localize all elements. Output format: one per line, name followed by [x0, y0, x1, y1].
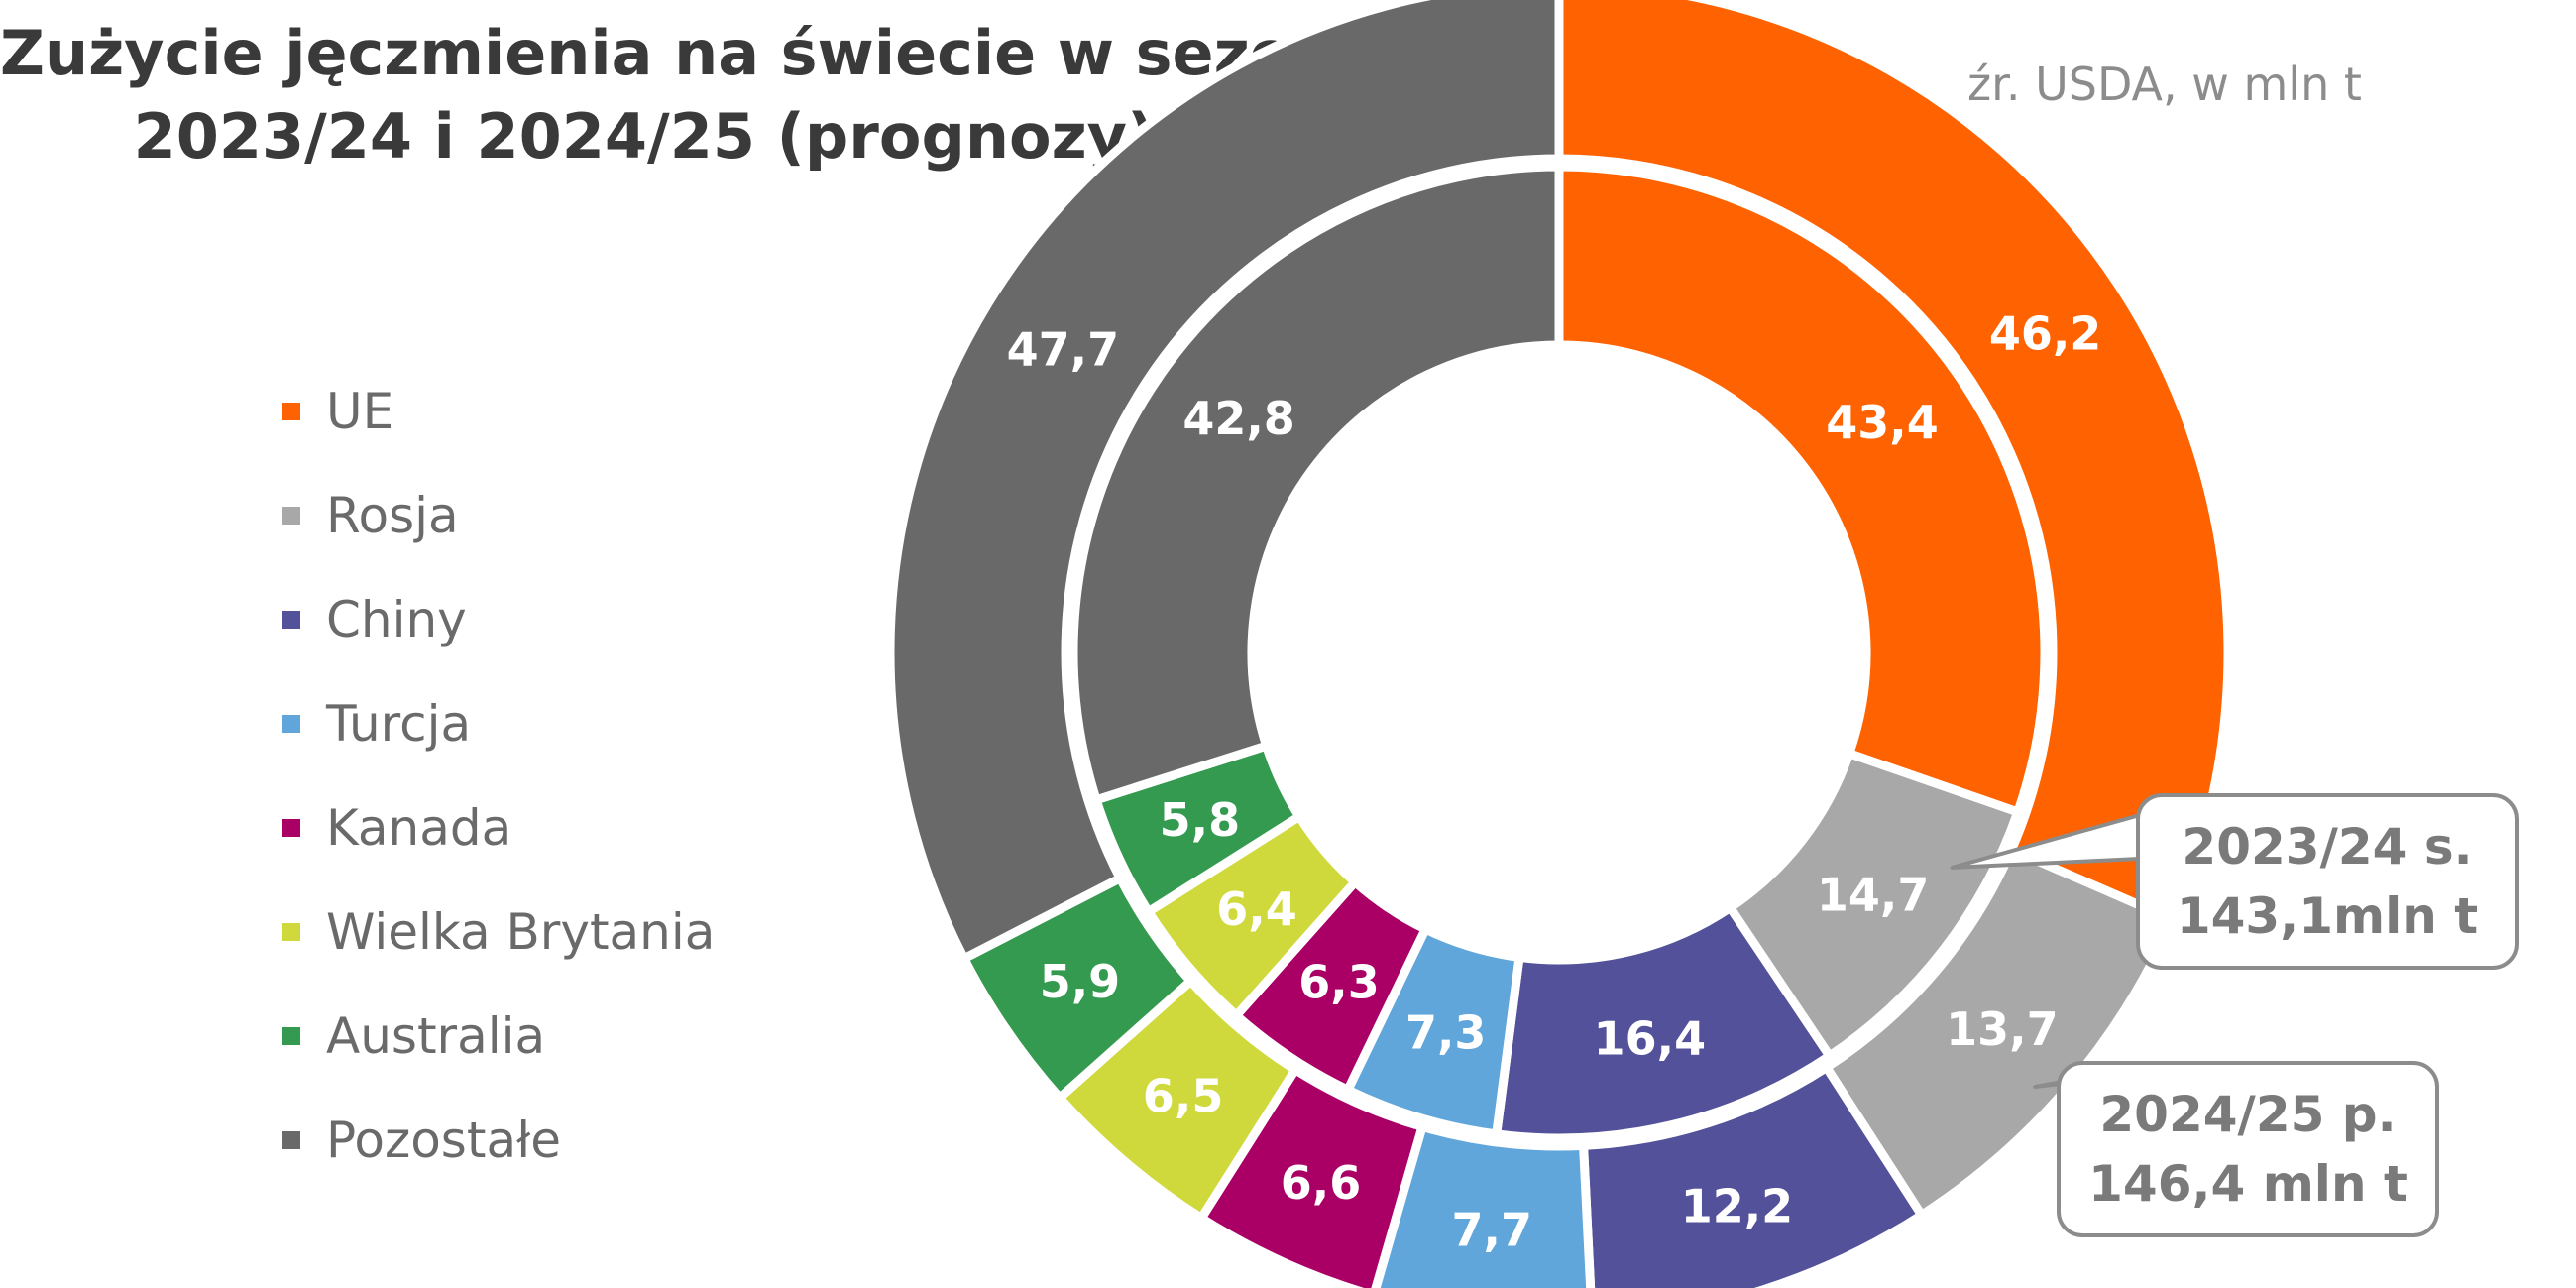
legend-swatch	[282, 818, 300, 837]
outer-label-ue: 46,2	[1989, 307, 2102, 361]
callout-2024-25-season: 2024/25 p.	[2099, 1086, 2397, 1143]
inner-label-turcja: 7,3	[1405, 1005, 1487, 1059]
inner-ring-2023-24	[1068, 162, 2050, 1143]
legend-label: Kanada	[326, 798, 512, 857]
legend-swatch	[282, 1026, 300, 1045]
inner-label-rosja: 14,7	[1817, 868, 1930, 921]
inner-label-wielka-brytania: 6,4	[1216, 882, 1297, 936]
outer-label-kanada: 6,6	[1281, 1156, 1362, 1210]
inner-label-kanada: 6,3	[1298, 956, 1380, 1009]
callout-2023-24-total: 143,1mln t	[2176, 887, 2479, 945]
outer-slice-pozostale	[885, 0, 1564, 965]
legend-item-pozostale: Pozostałe	[282, 1088, 715, 1192]
inner-label-chiny: 16,4	[1594, 1011, 1707, 1065]
callout-2024-25-total: 146,4 mln t	[2088, 1155, 2408, 1213]
legend: UE Rosja Chiny Turcja Kanada Wielka Bryt…	[282, 359, 715, 1192]
outer-slice-turcja	[1371, 1120, 1596, 1288]
legend-swatch	[282, 506, 300, 525]
legend-swatch	[282, 714, 300, 733]
inner-slice-pozostale	[1068, 162, 1564, 806]
outer-label-chiny: 12,2	[1681, 1179, 1794, 1232]
outer-label-rosja: 13,7	[1946, 1002, 2059, 1056]
legend-item-chiny: Chiny	[282, 567, 715, 671]
legend-label: Turcja	[326, 694, 472, 753]
callout-2024-25: 2024/25 p. 146,4 mln t	[2057, 1061, 2439, 1237]
outer-label-turcja: 7,7	[1451, 1204, 1532, 1257]
outer-label-wielka-brytania: 6,5	[1143, 1069, 1224, 1122]
outer-slice-chiny	[1578, 1061, 1928, 1288]
outer-label-australia: 5,9	[1040, 955, 1121, 1008]
outer-ring-2024-25	[885, 0, 2233, 1288]
legend-item-australia: Australia	[282, 984, 715, 1088]
legend-item-rosja: Rosja	[282, 463, 715, 567]
legend-label: Rosja	[326, 486, 459, 544]
legend-item-wielka-brytania: Wielka Brytania	[282, 879, 715, 984]
legend-label: UE	[326, 382, 394, 440]
inner-label-ue: 43,4	[1826, 396, 1939, 449]
legend-item-turcja: Turcja	[282, 671, 715, 775]
legend-swatch	[282, 610, 300, 629]
legend-swatch	[282, 1130, 300, 1149]
legend-swatch	[282, 402, 300, 420]
legend-label: Chiny	[326, 590, 467, 648]
legend-label: Pozostałe	[326, 1111, 562, 1169]
data-labels: 43,4 14,7 16,4 7,3 6,36,4 5,8 42,8 46,2 13,7 12,2…	[1007, 307, 2102, 1257]
callout-2023-24-season: 2023/24 s.	[2182, 818, 2473, 876]
legend-label: Australia	[326, 1006, 546, 1065]
legend-item-kanada: Kanada	[282, 775, 715, 879]
inner-slice-ue	[1554, 162, 2050, 818]
inner-label-pozostale: 42,8	[1182, 392, 1295, 445]
chart-title-line-2: 2023/24 i 2024/25 (prognozy)	[133, 100, 1156, 173]
callout-2023-24: 2023/24 s. 143,1mln t	[2136, 793, 2519, 970]
inner-label-australia: 5,8	[1160, 793, 1241, 847]
legend-label: Wielka Brytania	[326, 902, 716, 961]
outer-label-pozostale: 47,7	[1007, 322, 1120, 376]
source-note: źr. USDA, w mln t	[1967, 58, 2362, 111]
chart-title: Zużycie jęczmienia na świecie w sezonach…	[0, 12, 1457, 178]
legend-item-ue: UE	[282, 359, 715, 463]
legend-swatch	[282, 922, 300, 941]
